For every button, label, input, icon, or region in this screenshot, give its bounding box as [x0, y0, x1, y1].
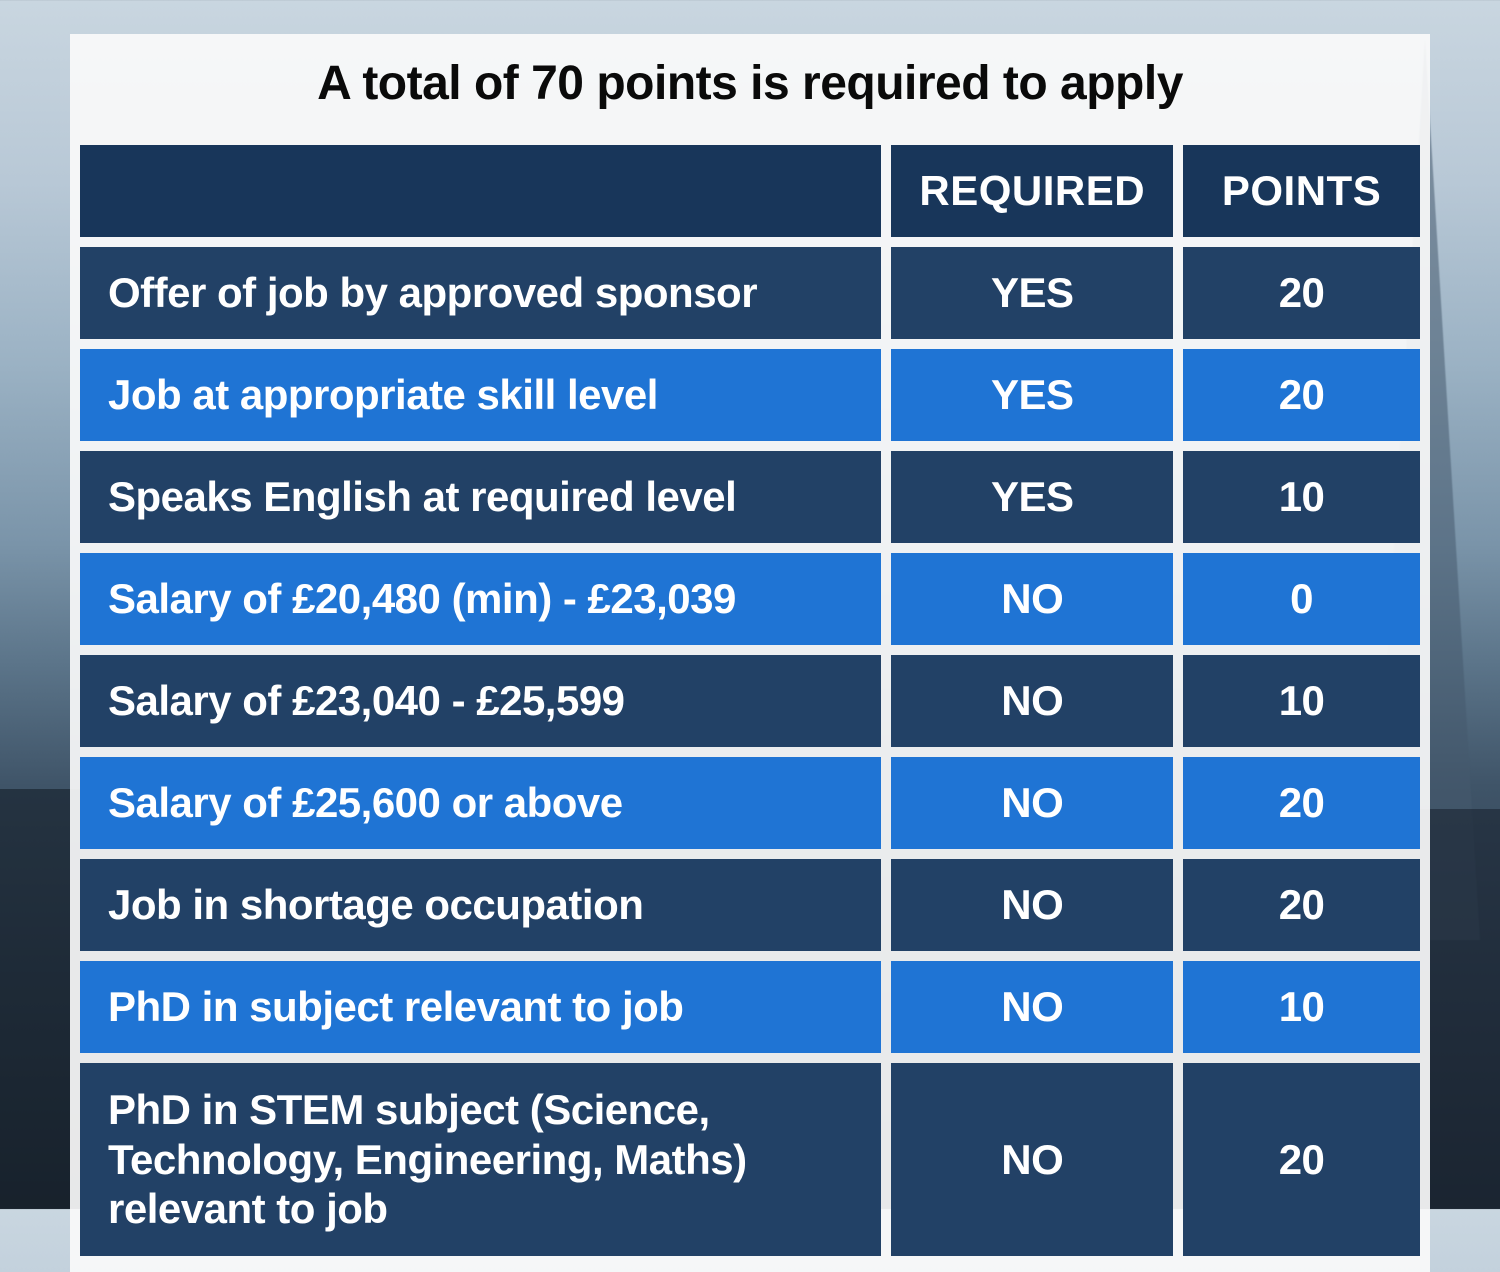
cell-required: NO [891, 757, 1173, 849]
header-points: POINTS [1183, 145, 1420, 237]
points-panel: A total of 70 points is required to appl… [70, 34, 1430, 1272]
cell-criterion: Salary of £23,040 - £25,599 [80, 655, 881, 747]
table-row: Offer of job by approved sponsorYES20 [80, 247, 1420, 339]
header-criterion [80, 145, 881, 237]
cell-points: 10 [1183, 961, 1420, 1053]
cell-criterion: Job at appropriate skill level [80, 349, 881, 441]
cell-criterion: Job in shortage occupation [80, 859, 881, 951]
cell-required: NO [891, 655, 1173, 747]
cell-required: YES [891, 349, 1173, 441]
header-required: REQUIRED [891, 145, 1173, 237]
table-row: Job at appropriate skill levelYES20 [80, 349, 1420, 441]
panel-title: A total of 70 points is required to appl… [70, 34, 1430, 135]
cell-required: YES [891, 247, 1173, 339]
table-row: Salary of £25,600 or aboveNO20 [80, 757, 1420, 849]
cell-required: YES [891, 451, 1173, 543]
table-row: PhD in subject relevant to jobNO10 [80, 961, 1420, 1053]
points-table: REQUIRED POINTS Offer of job by approved… [70, 135, 1430, 1272]
cell-criterion: Salary of £20,480 (min) - £23,039 [80, 553, 881, 645]
cell-criterion: Offer of job by approved sponsor [80, 247, 881, 339]
cell-points: 10 [1183, 451, 1420, 543]
table-row: Salary of £23,040 - £25,599NO10 [80, 655, 1420, 747]
cell-points: 20 [1183, 247, 1420, 339]
cell-required: NO [891, 859, 1173, 951]
cell-points: 0 [1183, 553, 1420, 645]
cell-points: 20 [1183, 859, 1420, 951]
cell-points: 20 [1183, 757, 1420, 849]
cell-required: NO [891, 1063, 1173, 1256]
cell-criterion: Speaks English at required level [80, 451, 881, 543]
cell-points: 20 [1183, 349, 1420, 441]
cell-criterion: PhD in STEM subject (Science, Technology… [80, 1063, 881, 1256]
cell-points: 10 [1183, 655, 1420, 747]
cell-required: NO [891, 961, 1173, 1053]
cell-criterion: PhD in subject relevant to job [80, 961, 881, 1053]
cell-points: 20 [1183, 1063, 1420, 1256]
cell-required: NO [891, 553, 1173, 645]
table-row: Job in shortage occupationNO20 [80, 859, 1420, 951]
table-row: Salary of £20,480 (min) - £23,039NO0 [80, 553, 1420, 645]
table-header-row: REQUIRED POINTS [80, 145, 1420, 237]
table-row: PhD in STEM subject (Science, Technology… [80, 1063, 1420, 1256]
cell-criterion: Salary of £25,600 or above [80, 757, 881, 849]
table-row: Speaks English at required levelYES10 [80, 451, 1420, 543]
